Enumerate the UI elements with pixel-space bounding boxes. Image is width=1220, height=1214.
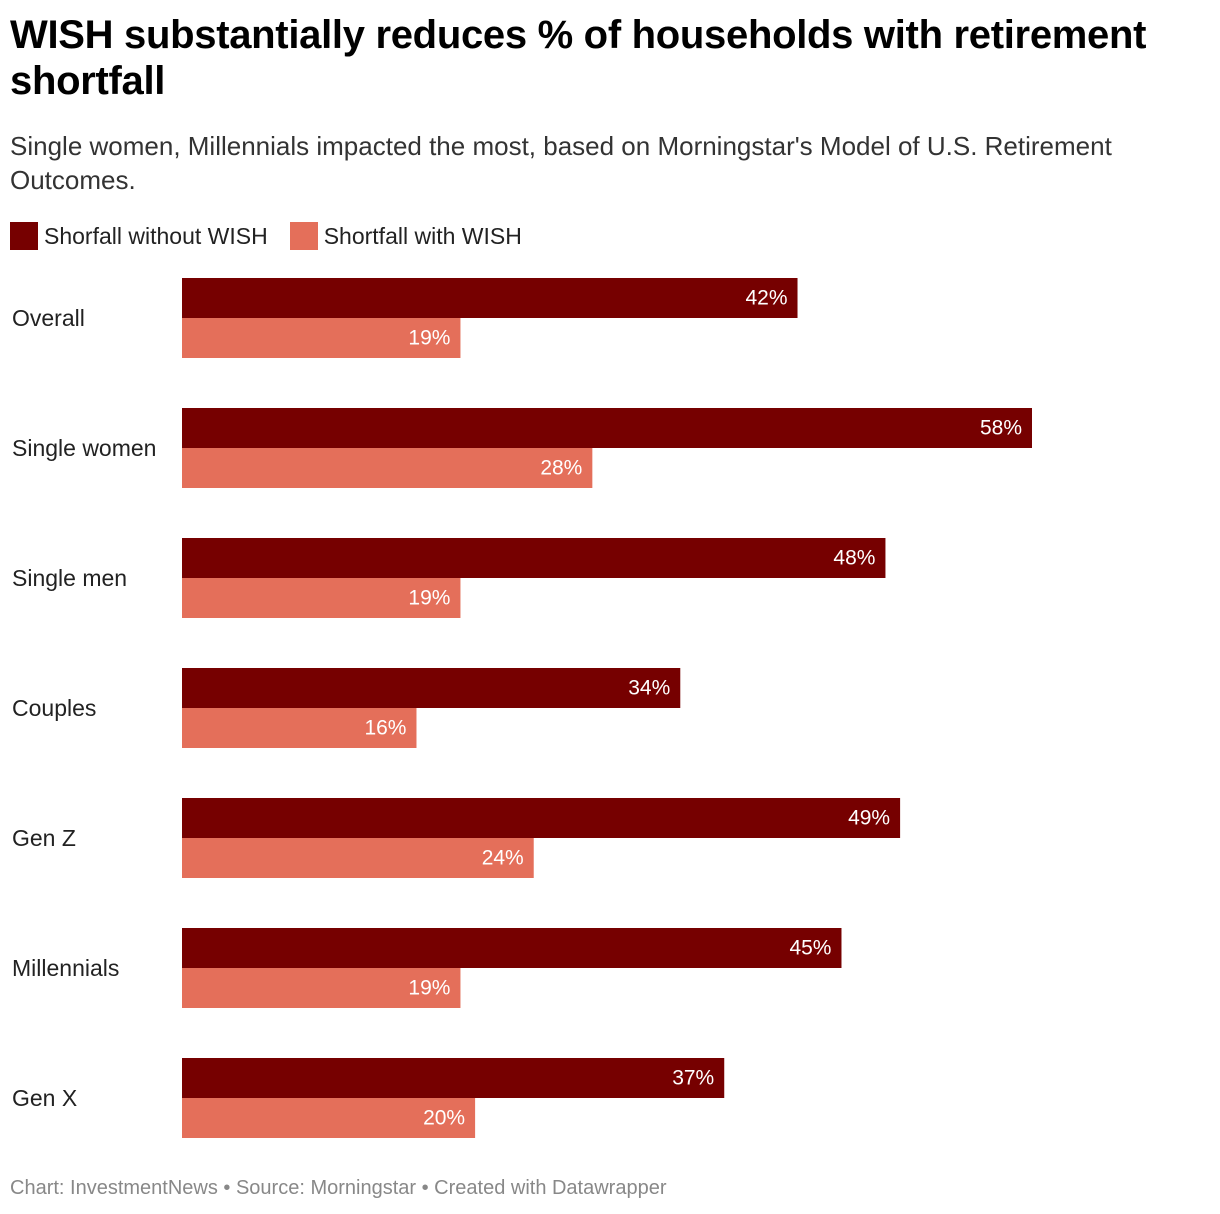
category-label-overall: Overall [12, 305, 85, 331]
value-label-gen-z-with-wish: 24% [482, 847, 524, 870]
legend-swatch-with-wish [289, 222, 318, 250]
bar-single-women-with-wish [182, 448, 593, 488]
bar-gen-z-with-wish [182, 838, 534, 878]
bar-chart: Overall 42% 19% Single women 58% 28% Single me… [12, 278, 1032, 1138]
value-label-single-women-without-wish: 58% [980, 417, 1022, 440]
value-label-gen-z-without-wish: 49% [848, 807, 890, 830]
bar-overall-with-wish [182, 318, 461, 358]
bar-millennials-with-wish [182, 968, 461, 1008]
value-label-millennials-without-wish: 45% [789, 937, 831, 960]
bar-millennials-without-wish [182, 928, 842, 968]
legend-item-with-wish: Shortfall with WISH [289, 222, 522, 250]
bar-gen-x-without-wish [182, 1058, 725, 1098]
legend-label-with-wish: Shortfall with WISH [323, 222, 522, 249]
value-label-gen-x-with-wish: 20% [423, 1107, 465, 1130]
category-label-single-men: Single men [12, 565, 127, 591]
category-label-millennials: Millennials [12, 955, 119, 981]
category-label-couples: Couples [12, 695, 96, 721]
category-label-gen-x: Gen X [12, 1085, 77, 1111]
value-label-single-men-without-wish: 48% [833, 547, 875, 570]
bar-single-women-without-wish [182, 408, 1032, 448]
bar-gen-x-with-wish [182, 1098, 476, 1138]
value-label-overall-with-wish: 19% [408, 327, 450, 350]
bar-couples-with-wish [182, 708, 417, 748]
chart-footer: Chart: InvestmentNews • Source: Mornings… [10, 1177, 667, 1199]
bar-single-men-with-wish [182, 578, 461, 618]
value-label-gen-x-without-wish: 37% [672, 1067, 714, 1090]
value-label-single-men-with-wish: 19% [408, 587, 450, 610]
chart-subtitle: Single women, Millennials impacted the m… [10, 131, 1112, 195]
bar-single-men-without-wish [182, 538, 886, 578]
bar-overall-without-wish [182, 278, 798, 318]
value-label-couples-with-wish: 16% [364, 717, 406, 740]
value-label-millennials-with-wish: 19% [408, 977, 450, 1000]
legend-item-without-wish: Shorfall without WISH [10, 222, 268, 250]
bar-gen-z-without-wish [182, 798, 901, 838]
category-label-single-women: Single women [12, 435, 156, 461]
legend-label-without-wish: Shorfall without WISH [44, 222, 268, 249]
legend: Shorfall without WISH Shortfall with WIS… [10, 221, 544, 251]
value-label-couples-without-wish: 34% [628, 677, 670, 700]
bar-couples-without-wish [182, 668, 681, 708]
value-label-single-women-with-wish: 28% [540, 457, 582, 480]
legend-swatch-without-wish [10, 222, 38, 250]
value-label-overall-without-wish: 42% [745, 287, 787, 310]
category-label-gen-z: Gen Z [12, 825, 76, 851]
chart-title: WISH substantially reduces % of househol… [10, 13, 1147, 103]
